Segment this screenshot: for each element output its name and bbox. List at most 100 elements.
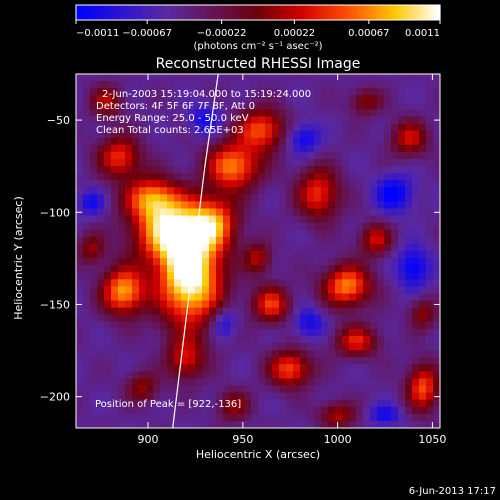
heatmap-cell <box>174 222 182 231</box>
heatmap-cell <box>370 236 378 245</box>
heatmap-cell <box>335 420 343 429</box>
heatmap-cell <box>419 293 427 302</box>
heatmap-cell <box>391 321 399 330</box>
heatmap-cell <box>384 343 392 351</box>
heatmap-cell <box>384 272 392 280</box>
heatmap-cell <box>279 300 287 309</box>
heatmap-cell <box>377 258 385 266</box>
heatmap-cell <box>209 350 217 358</box>
heatmap-cell <box>286 385 294 394</box>
heatmap-cell <box>118 258 126 266</box>
heatmap-cell <box>251 81 259 89</box>
heatmap-cell <box>342 307 350 316</box>
heatmap-cell <box>174 300 182 309</box>
heatmap-cell <box>279 81 287 89</box>
heatmap-cell <box>258 413 266 422</box>
heatmap-cell <box>321 180 329 188</box>
heatmap-cell <box>216 406 224 415</box>
heatmap-cell <box>237 251 245 259</box>
heatmap-cell <box>265 357 273 365</box>
heatmap-cell <box>111 265 119 273</box>
colorbar-tick-label: −0.00067 <box>122 28 172 39</box>
heatmap-cell <box>363 194 371 202</box>
heatmap-cell <box>314 321 322 330</box>
colorbar-segment <box>82 5 86 20</box>
heatmap-cell <box>216 335 224 344</box>
heatmap-cell <box>181 293 189 302</box>
heatmap-cell <box>237 81 245 89</box>
heatmap-cell <box>272 222 280 231</box>
heatmap-cell <box>223 350 231 358</box>
heatmap-cell <box>230 392 238 401</box>
heatmap-cell <box>419 321 427 330</box>
heatmap-cell <box>265 406 273 415</box>
heatmap-cell <box>426 102 434 110</box>
heatmap-cell <box>293 399 301 408</box>
heatmap-cell <box>230 328 238 337</box>
heatmap-cell <box>111 215 119 224</box>
heatmap-cell <box>223 258 231 266</box>
heatmap-cell <box>419 343 427 351</box>
heatmap-cell <box>356 236 364 245</box>
heatmap-cell <box>181 166 189 174</box>
heatmap-cell <box>195 88 203 96</box>
heatmap-cell <box>153 286 161 294</box>
heatmap-cell <box>370 413 378 422</box>
heatmap-cell <box>181 385 189 394</box>
heatmap-cell <box>426 293 434 302</box>
heatmap-cell <box>279 279 287 287</box>
heatmap-cell <box>139 357 147 365</box>
heatmap-cell <box>363 201 371 210</box>
heatmap-cell <box>356 144 364 153</box>
colorbar-segment <box>270 5 274 20</box>
heatmap-cell <box>433 123 441 132</box>
heatmap-cell <box>265 116 273 125</box>
heatmap-cell <box>104 371 112 379</box>
heatmap-cell <box>286 74 294 82</box>
heatmap-cell <box>335 116 343 125</box>
heatmap-cell <box>230 109 238 117</box>
heatmap-cell <box>216 109 224 117</box>
colorbar-segment <box>194 5 198 20</box>
heatmap-cell <box>342 187 350 195</box>
heatmap-cell <box>118 343 126 351</box>
colorbar-segment <box>352 5 356 20</box>
heatmap-cell <box>384 222 392 231</box>
heatmap-cell <box>391 130 399 139</box>
heatmap-cell <box>300 307 308 316</box>
heatmap-cell <box>132 95 140 103</box>
heatmap-cell <box>244 392 252 401</box>
heatmap-cell <box>230 251 238 259</box>
heatmap-cell <box>293 81 301 89</box>
heatmap-cell <box>125 307 133 316</box>
heatmap-cell <box>209 201 217 210</box>
colorbar-segment <box>297 5 302 20</box>
heatmap-cell <box>293 413 301 422</box>
heatmap-cell <box>216 343 224 351</box>
heatmap-cell <box>377 74 385 82</box>
heatmap-cell <box>251 222 259 231</box>
heatmap-cell <box>377 102 385 110</box>
heatmap-cell <box>111 371 119 379</box>
heatmap-cell <box>258 307 266 316</box>
heatmap-cell <box>391 392 399 401</box>
heatmap-cell <box>314 173 322 181</box>
heatmap-cell <box>188 166 196 174</box>
heatmap-cell <box>433 95 441 103</box>
heatmap-cell <box>384 74 392 82</box>
heatmap-cell <box>342 201 350 210</box>
heatmap-cell <box>314 166 322 174</box>
heatmap-cell <box>426 123 434 132</box>
heatmap-cell <box>209 123 217 132</box>
heatmap-cell <box>328 144 336 153</box>
heatmap-cell <box>174 173 182 181</box>
heatmap-cell <box>132 236 140 245</box>
heatmap-cell <box>153 144 161 153</box>
heatmap-cell <box>167 265 175 273</box>
heatmap-cell <box>174 279 182 287</box>
heatmap-cell <box>426 286 434 294</box>
heatmap-cell <box>293 293 301 302</box>
heatmap-cell <box>363 243 371 252</box>
heatmap-cell <box>426 88 434 96</box>
heatmap-cell <box>426 236 434 245</box>
